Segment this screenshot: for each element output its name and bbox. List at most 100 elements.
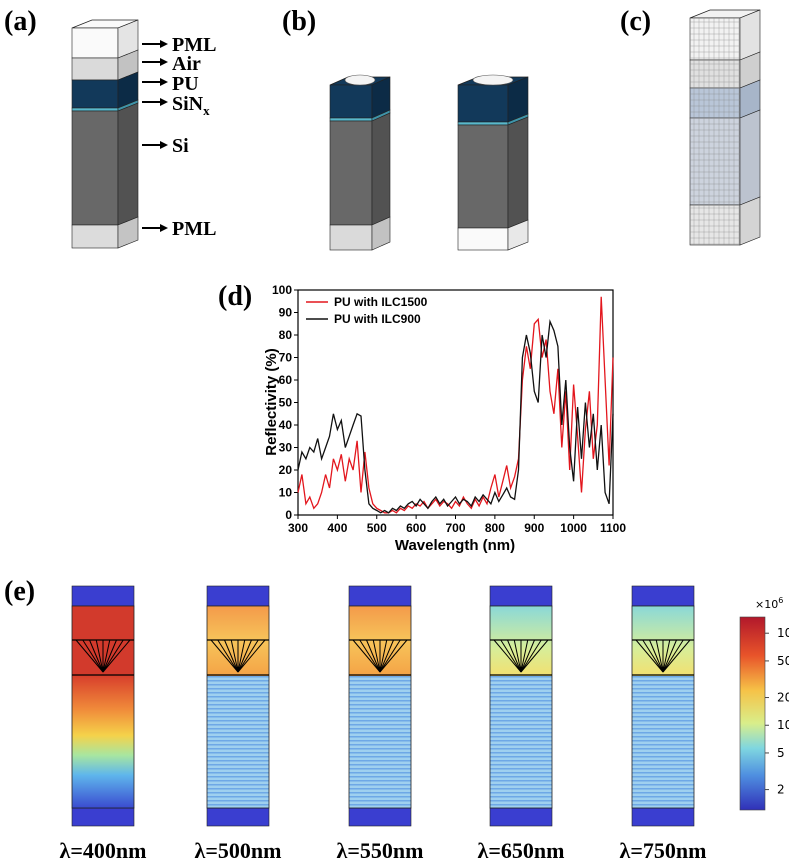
cone-line bbox=[379, 639, 394, 673]
cone-line bbox=[366, 639, 381, 673]
cone-line bbox=[520, 639, 542, 673]
y-tick-label: 40 bbox=[279, 418, 293, 432]
y-tick-label: 80 bbox=[279, 328, 293, 342]
colorbar-unit-base: ×10 bbox=[755, 598, 778, 611]
field-frame bbox=[206, 605, 270, 809]
cone-line bbox=[520, 639, 535, 673]
arrow-head bbox=[160, 224, 168, 232]
wavelength-label: λ=650nm bbox=[478, 838, 565, 863]
x-axis-label: Wavelength (nm) bbox=[395, 537, 515, 554]
prism-side bbox=[739, 109, 761, 206]
cone-line bbox=[102, 639, 124, 673]
prism-side bbox=[739, 9, 761, 61]
cone-line bbox=[662, 639, 684, 673]
arrow-head bbox=[160, 98, 168, 106]
cone-line bbox=[635, 639, 664, 673]
cone-line bbox=[95, 639, 104, 673]
field-frame bbox=[71, 605, 135, 809]
legend-label: PU with ILC1500 bbox=[334, 295, 428, 309]
cone-line bbox=[372, 639, 381, 673]
prism-side bbox=[371, 216, 391, 251]
field-frame bbox=[631, 605, 695, 809]
pml-band bbox=[631, 585, 695, 607]
arrow-head bbox=[160, 40, 168, 48]
layer-label: SiN bbox=[172, 93, 204, 115]
cone-line bbox=[500, 639, 522, 673]
wavelength-label: λ=550nm bbox=[337, 838, 424, 863]
pml-band bbox=[489, 585, 553, 607]
prism-layer bbox=[457, 227, 509, 251]
pml-band bbox=[71, 807, 135, 827]
cone-line bbox=[75, 639, 104, 673]
y-tick-label: 60 bbox=[279, 373, 293, 387]
cone-line bbox=[217, 639, 239, 673]
panel-label: (d) bbox=[218, 281, 252, 312]
prism-layer bbox=[329, 120, 373, 226]
wavelength-label: λ=750nm bbox=[620, 838, 707, 863]
pml-band bbox=[348, 585, 412, 607]
pml-band bbox=[206, 807, 270, 827]
panel-label: (e) bbox=[4, 576, 35, 607]
y-tick-label: 30 bbox=[279, 441, 293, 455]
cone-line bbox=[655, 639, 664, 673]
wavelength-label: λ=500nm bbox=[195, 838, 282, 863]
field-frame bbox=[489, 605, 553, 809]
y-tick-label: 100 bbox=[272, 283, 292, 297]
layer-label: PU bbox=[172, 73, 199, 95]
x-tick-label: 1100 bbox=[600, 521, 626, 535]
cone-line bbox=[237, 639, 266, 673]
cone-line bbox=[642, 639, 664, 673]
layer-labels: PML Air PU SiNx Si PML bbox=[172, 34, 216, 240]
x-tick-label: 500 bbox=[367, 521, 387, 535]
prism-layer bbox=[689, 17, 741, 61]
prism-layer bbox=[71, 57, 119, 81]
pattern-top bbox=[344, 74, 376, 86]
cone-line bbox=[379, 639, 388, 673]
field bbox=[207, 676, 269, 808]
series-line bbox=[297, 318, 614, 514]
cone-line bbox=[493, 639, 522, 673]
panel-label: (a) bbox=[4, 6, 37, 37]
prism-side bbox=[507, 219, 529, 251]
cone-line bbox=[230, 639, 239, 673]
cone-line bbox=[359, 639, 381, 673]
cone-line bbox=[82, 639, 104, 673]
field bbox=[632, 676, 694, 808]
cone-line bbox=[102, 639, 131, 673]
prism-layer bbox=[329, 224, 373, 251]
cone-line bbox=[662, 639, 677, 673]
pml-band bbox=[631, 807, 695, 827]
series-line bbox=[297, 296, 614, 514]
arrow-head bbox=[160, 141, 168, 149]
prism-layer bbox=[457, 121, 509, 126]
cone-line bbox=[237, 639, 259, 673]
legend-label: PU with ILC900 bbox=[334, 312, 421, 326]
prism-layer bbox=[71, 110, 119, 226]
field bbox=[72, 676, 134, 808]
pml-band bbox=[348, 807, 412, 827]
prism-layer bbox=[329, 117, 373, 122]
cone-line bbox=[520, 639, 529, 673]
colorbar-tick-label: 2 bbox=[777, 783, 785, 797]
cone-line bbox=[520, 639, 549, 673]
pml-band bbox=[206, 585, 270, 607]
layer-label: PML bbox=[172, 218, 216, 240]
prism-layer bbox=[457, 124, 509, 229]
colorbar-tick-label: 100 bbox=[777, 626, 789, 640]
arrow-head bbox=[160, 78, 168, 86]
layer-label: Air bbox=[172, 53, 201, 75]
cone-line bbox=[379, 639, 408, 673]
y-tick-label: 20 bbox=[279, 463, 293, 477]
pml-band bbox=[71, 585, 135, 607]
prism-layer bbox=[71, 79, 119, 109]
colorbar-tick-label: 20 bbox=[777, 691, 789, 705]
y-axis-label: Reflectivity (%) bbox=[263, 348, 280, 456]
x-tick-label: 400 bbox=[327, 521, 347, 535]
prism-side bbox=[507, 116, 529, 229]
cone-line bbox=[237, 639, 246, 673]
y-tick-label: 0 bbox=[285, 508, 292, 522]
colorbar-unit-exponent: 6 bbox=[778, 596, 783, 605]
x-tick-label: 800 bbox=[485, 521, 505, 535]
cone-line bbox=[507, 639, 522, 673]
